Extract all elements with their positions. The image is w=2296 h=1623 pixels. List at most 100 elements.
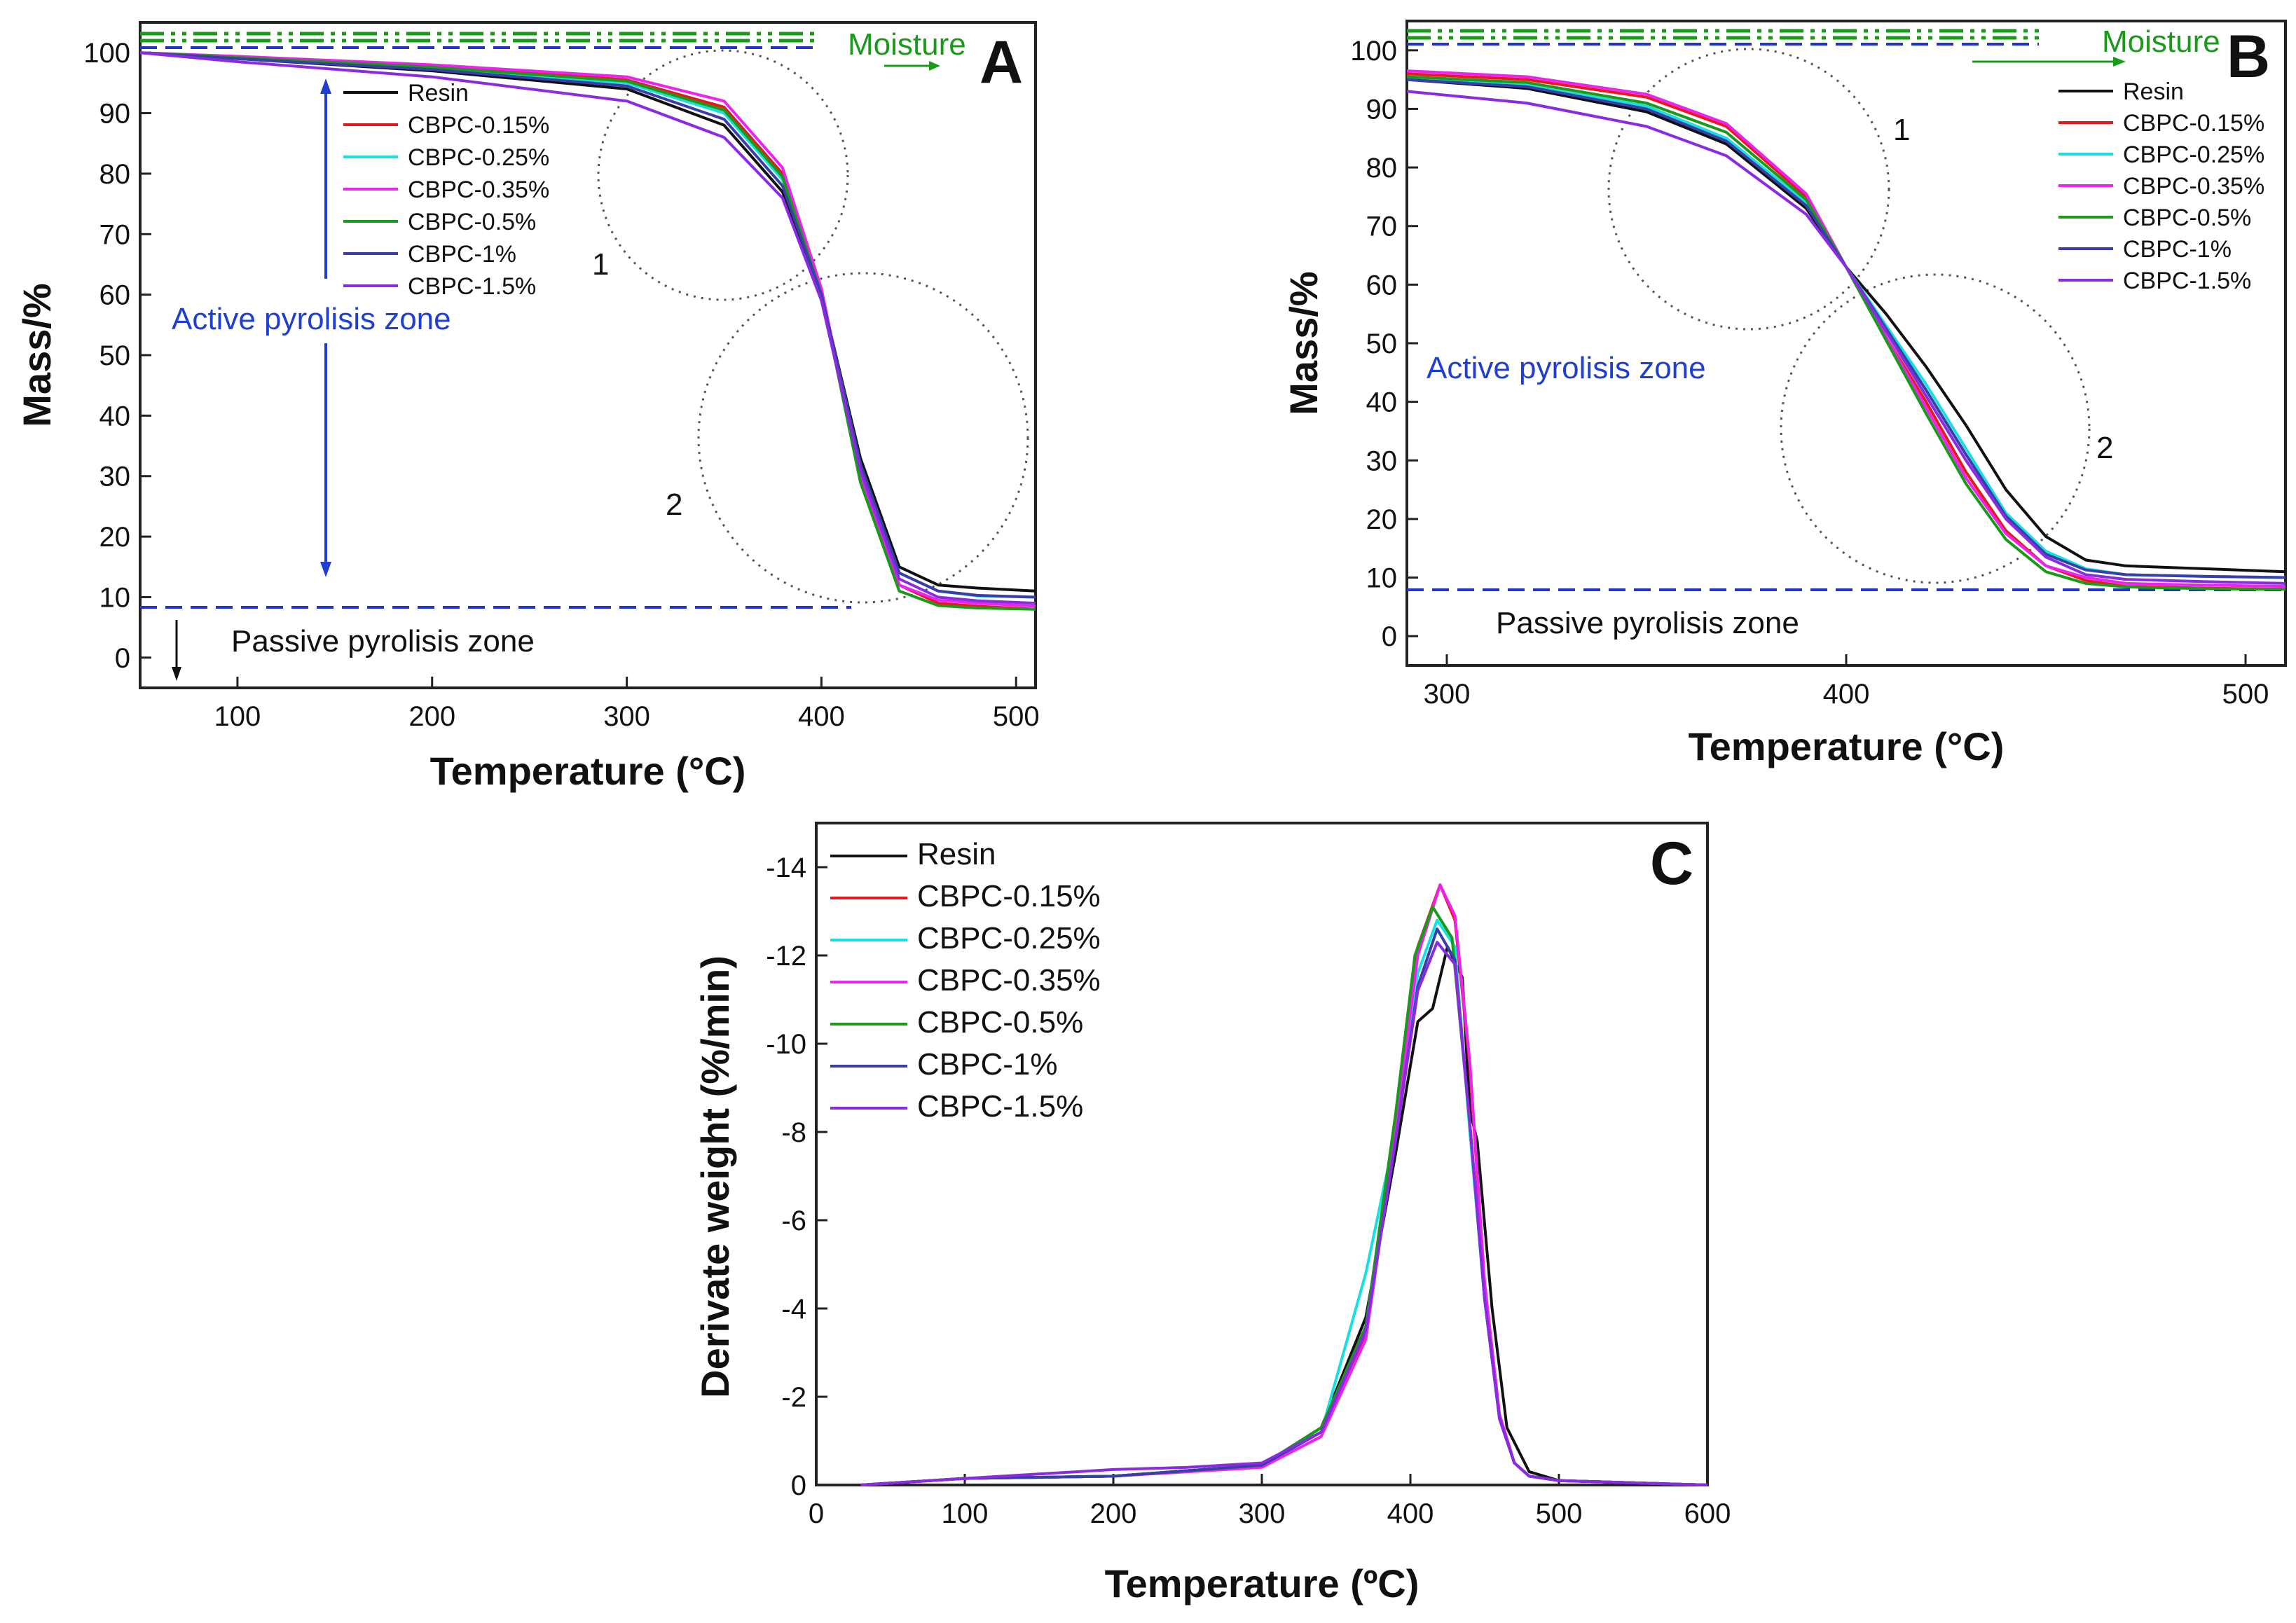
panel-b-y-tick-label: 90: [1366, 94, 1398, 125]
panel-a-x-tick-label: 100: [214, 701, 261, 732]
panel-a-passive-arrowhead: [172, 667, 181, 681]
panel-c-y-tick-label: -6: [781, 1206, 806, 1236]
panel-b-series-line: [1406, 90, 2286, 585]
panel-b-y-tick-label: 10: [1366, 563, 1398, 594]
panel-a-circle-1: [597, 49, 849, 301]
panel-a-y-tick-label: 50: [99, 340, 131, 371]
panel-a-legend: Resin CBPC-0.15% CBPC-0.25% CBPC-0.35% CBPC-…: [343, 80, 549, 300]
panel-a-circle-1-label: 1: [592, 247, 609, 282]
panel-a-y-axis-title: Mass/%: [15, 283, 59, 427]
panel-a-legend-label: CBPC-0.15%: [408, 112, 549, 139]
panel-b-legend-label: CBPC-0.15%: [2123, 110, 2264, 137]
panel-a-legend-label: CBPC-0.25%: [408, 144, 549, 171]
panel-b-circle-2-label: 2: [2096, 431, 2113, 465]
panel-c-legend-label: CBPC-0.25%: [917, 921, 1101, 955]
panel-b-x-axis-title: Temperature (°C): [1689, 724, 2005, 768]
panel-a-y-tick-label: 0: [115, 643, 130, 674]
panel-b-x-tick-label: 500: [2222, 679, 2269, 710]
panel-b-y-tick-label: 30: [1366, 446, 1398, 476]
panel-c-y-tick-label: -8: [781, 1117, 806, 1148]
panel-a-legend-label: CBPC-0.35%: [408, 177, 549, 203]
panel-b-y-tick-label: 70: [1366, 212, 1398, 242]
panel-a-x-tick-label: 200: [408, 701, 455, 732]
panel-b-x-tick-label: 400: [1823, 679, 1870, 710]
panel-c: 0 100 200 300 400 500 600 0 -2 -4 -6 -8 -10 -12 -14 Re…: [693, 822, 1731, 1605]
panel-a-moisture-arrowhead: [929, 61, 940, 71]
panel-b-passive-zone-label: Passive pyrolisis zone: [1496, 606, 1799, 640]
panel-b-circle-1-label: 1: [1893, 113, 1910, 147]
panel-a-ticks: 100 200 300 400 500 0 10 20 30 40 50 60 70 80 90 100: [83, 38, 1039, 732]
panel-b-active-zone-label: Active pyrolisis zone: [1427, 351, 1706, 385]
panel-c-legend-label: CBPC-0.15%: [917, 879, 1101, 913]
panel-a-x-tick-label: 500: [993, 701, 1040, 732]
panel-c-series: [860, 883, 1708, 1486]
panel-b-x-tick-label: 300: [1424, 679, 1471, 710]
panel-a-legend-label: CBPC-1%: [408, 241, 516, 268]
panel-a-y-tick-label: 70: [99, 219, 131, 250]
panel-b-y-tick-label: 50: [1366, 329, 1398, 359]
panel-a-y-tick-label: 80: [99, 159, 131, 190]
panel-a-x-axis-title: Temperature (°C): [430, 749, 746, 793]
panel-a-series: [139, 51, 1036, 611]
panel-a-active-arrowhead-up: [320, 78, 331, 94]
panel-b-y-tick-label: 100: [1350, 36, 1397, 67]
panel-a-frame: [139, 21, 1037, 689]
panel-c-y-axis-title: Derivate weight (%/min): [693, 955, 737, 1398]
panel-b-circle-1: [1607, 48, 1890, 331]
panel-b-legend-label: CBPC-0.5%: [2123, 205, 2251, 231]
panel-c-y-tick-label: -14: [766, 852, 806, 883]
panel-a-legend-label: Resin: [408, 80, 469, 106]
panel-b-legend-label: Resin: [2123, 78, 2184, 105]
panel-b-y-tick-label: 0: [1382, 621, 1397, 652]
panel-b-legend-label: CBPC-0.25%: [2123, 141, 2264, 168]
panel-a-active-zone-label: Active pyrolisis zone: [172, 302, 451, 336]
panel-c-series-line: [860, 941, 1708, 1486]
panel-a-x-tick-label: 300: [603, 701, 650, 732]
panel-a-circle-2: [697, 272, 1029, 604]
panel-b-series-line: [1406, 78, 2286, 574]
panel-b-legend-label: CBPC-0.35%: [2123, 173, 2264, 200]
panel-c-y-tick-label: -4: [781, 1294, 806, 1325]
panel-a-y-tick-label: 100: [83, 38, 130, 69]
panel-b-moisture-arrowhead: [2113, 57, 2126, 67]
panel-c-x-tick-label: 300: [1239, 1498, 1286, 1529]
panel-c-y-tick-label: -12: [766, 941, 806, 972]
panel-b-legend-label: CBPC-1%: [2123, 236, 2232, 263]
panel-c-x-tick-label: 400: [1387, 1498, 1434, 1529]
panel-a-letter: A: [979, 29, 1023, 96]
panel-c-y-tick-label: -2: [781, 1382, 806, 1413]
panel-b-series-line: [1406, 75, 2286, 591]
panel-b-series: [1406, 69, 2286, 591]
panel-a-y-tick-label: 20: [99, 522, 131, 553]
panel-b-y-tick-label: 60: [1366, 270, 1398, 301]
panel-a-y-tick-label: 10: [99, 582, 131, 613]
panel-a-y-tick-label: 30: [99, 462, 131, 492]
panel-a-circle-2-label: 2: [666, 488, 682, 522]
panel-c-letter: C: [1650, 830, 1693, 897]
panel-a: 100 200 300 400 500 0 10 20 30 40 50 60 70 80 90 100 Mo…: [15, 21, 1040, 793]
panel-c-legend-label: CBPC-1%: [917, 1047, 1058, 1082]
panel-a-x-tick-label: 400: [798, 701, 845, 732]
panel-a-y-tick-label: 60: [99, 280, 131, 311]
panel-a-y-tick-label: 40: [99, 401, 131, 431]
panel-a-active-arrowhead-down: [320, 562, 331, 577]
panel-a-moisture-label: Moisture: [848, 27, 966, 62]
panel-a-y-tick-label: 90: [99, 99, 131, 130]
panel-c-x-tick-label: 0: [809, 1498, 824, 1529]
panel-b: 300 400 500 0 10 20 30 40 50 60 70 80 90 100 Moisture…: [1281, 20, 2287, 768]
panel-c-legend: Resin CBPC-0.15% CBPC-0.25% CBPC-0.35% CBPC-…: [830, 837, 1101, 1124]
panel-c-legend-label: CBPC-1.5%: [917, 1089, 1083, 1124]
panel-b-y-tick-label: 40: [1366, 387, 1398, 418]
panel-a-series-line: [139, 51, 1036, 605]
panel-a-passive-zone-label: Passive pyrolisis zone: [231, 624, 535, 658]
panel-b-ticks: 300 400 500 0 10 20 30 40 50 60 70 80 90 100: [1350, 36, 2269, 710]
panel-b-series-line: [1406, 78, 2286, 579]
panel-b-moisture-label: Moisture: [2102, 25, 2220, 59]
panel-a-series-line: [139, 51, 1036, 608]
panel-b-series-line: [1406, 69, 2286, 588]
panel-b-legend-label: CBPC-1.5%: [2123, 268, 2251, 294]
panel-c-x-tick-label: 100: [942, 1498, 989, 1529]
panel-a-series-line: [139, 51, 1036, 599]
panel-b-letter: B: [2227, 23, 2270, 90]
